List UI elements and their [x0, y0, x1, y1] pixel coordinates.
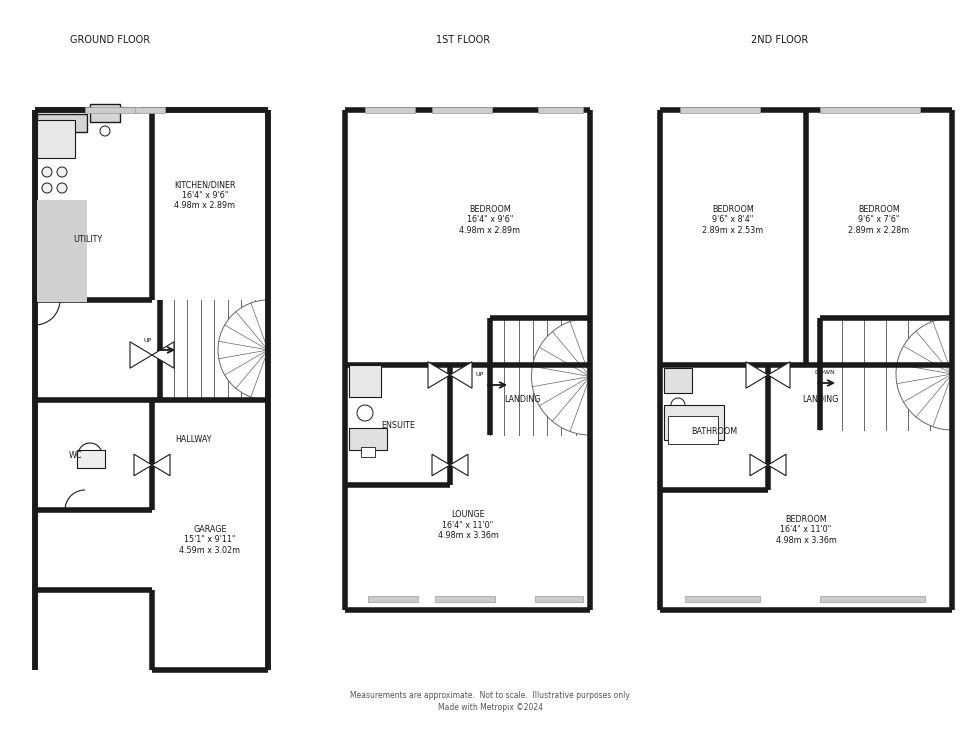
Bar	[37, 120, 75, 158]
Polygon shape	[768, 362, 790, 388]
Polygon shape	[450, 362, 472, 388]
Text: DOWN: DOWN	[814, 370, 835, 375]
Wedge shape	[218, 300, 268, 400]
Bar	[85, 107, 140, 113]
Bar	[538, 107, 583, 113]
Text: BEDROOM
9'6" x 7'6"
2.89m x 2.28m: BEDROOM 9'6" x 7'6" 2.89m x 2.28m	[849, 205, 909, 235]
Circle shape	[42, 167, 52, 177]
Text: UTILITY: UTILITY	[74, 236, 103, 245]
Polygon shape	[152, 342, 174, 368]
Polygon shape	[428, 362, 450, 388]
Polygon shape	[450, 454, 468, 476]
Bar	[37, 114, 87, 132]
Text: 2ND FLOOR: 2ND FLOOR	[752, 35, 808, 45]
Polygon shape	[750, 454, 768, 476]
Circle shape	[357, 405, 373, 421]
Wedge shape	[531, 318, 590, 435]
Text: KITCHEN/DINER
16'4" x 9'6"
4.98m x 2.89m: KITCHEN/DINER 16'4" x 9'6" 4.98m x 2.89m	[174, 180, 236, 210]
Bar	[135, 107, 165, 113]
Bar	[37, 200, 87, 302]
Bar	[361, 447, 375, 457]
Bar	[77, 450, 105, 468]
Text: HALLWAY: HALLWAY	[174, 436, 212, 445]
Text: WC: WC	[69, 451, 81, 460]
Text: UP: UP	[476, 372, 484, 377]
Text: GROUND FLOOR: GROUND FLOOR	[70, 35, 150, 45]
Circle shape	[78, 443, 102, 467]
Bar	[435, 596, 495, 602]
Polygon shape	[134, 454, 152, 476]
Text: Measurements are approximate.  Not to scale.  Illustrative purposes only: Measurements are approximate. Not to sca…	[350, 690, 630, 699]
Bar	[664, 368, 692, 393]
Bar	[668, 416, 718, 444]
Bar	[820, 107, 920, 113]
Circle shape	[671, 398, 685, 412]
Bar	[432, 107, 492, 113]
Polygon shape	[130, 342, 152, 368]
Bar	[680, 107, 760, 113]
Polygon shape	[432, 454, 450, 476]
Text: BEDROOM
9'6" x 8'4"
2.89m x 2.53m: BEDROOM 9'6" x 8'4" 2.89m x 2.53m	[703, 205, 763, 235]
Text: GARAGE
15'1" x 9'11"
4.59m x 3.02m: GARAGE 15'1" x 9'11" 4.59m x 3.02m	[179, 525, 240, 555]
Bar	[535, 596, 583, 602]
Text: BEDROOM
16'4" x 9'6"
4.98m x 2.89m: BEDROOM 16'4" x 9'6" 4.98m x 2.89m	[460, 205, 520, 235]
Text: ENSUITE: ENSUITE	[381, 421, 415, 430]
Bar	[820, 596, 925, 602]
Bar	[685, 596, 760, 602]
Circle shape	[42, 183, 52, 193]
Text: Made with Metropix ©2024: Made with Metropix ©2024	[437, 704, 543, 713]
Bar	[349, 365, 381, 397]
Wedge shape	[896, 318, 952, 430]
Bar	[365, 107, 415, 113]
Circle shape	[57, 167, 67, 177]
Polygon shape	[152, 454, 170, 476]
Bar	[90, 104, 120, 122]
Bar	[349, 428, 387, 450]
Text: 1ST FLOOR: 1ST FLOOR	[436, 35, 490, 45]
Text: LANDING: LANDING	[802, 396, 838, 405]
Bar	[664, 405, 724, 440]
Text: BATHROOM: BATHROOM	[691, 427, 737, 436]
Circle shape	[100, 126, 110, 136]
Bar	[368, 596, 418, 602]
Text: UP: UP	[144, 338, 152, 343]
Circle shape	[57, 183, 67, 193]
Text: LANDING: LANDING	[504, 396, 540, 405]
Circle shape	[56, 135, 68, 147]
Polygon shape	[746, 362, 768, 388]
Text: BEDROOM
16'4" x 11'0"
4.98m x 3.36m: BEDROOM 16'4" x 11'0" 4.98m x 3.36m	[775, 515, 837, 545]
Text: LOUNGE
16'4" x 11'0"
4.98m x 3.36m: LOUNGE 16'4" x 11'0" 4.98m x 3.36m	[437, 510, 499, 540]
Polygon shape	[768, 454, 786, 476]
